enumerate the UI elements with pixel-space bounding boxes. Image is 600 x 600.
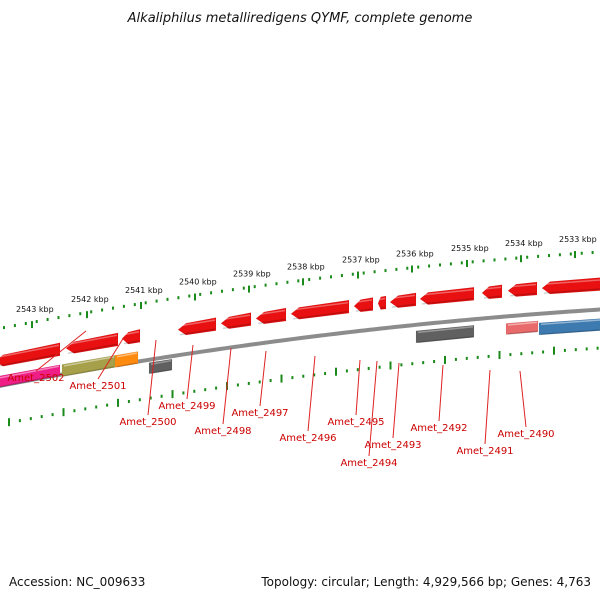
tick-label: 2539 kbp <box>233 270 271 279</box>
gene-label: Amet_2497 <box>231 408 288 419</box>
gene-arrow-forward-4 <box>177 317 217 336</box>
gene-arrow-forward-9 <box>377 295 387 310</box>
label-leader <box>307 355 316 432</box>
gene-label: Amet_2493 <box>364 440 421 451</box>
gene-label: Amet_2490 <box>497 429 554 440</box>
label-leader <box>368 360 378 457</box>
gene-block-olive <box>61 355 116 377</box>
gene-arrow-forward-5 <box>220 312 252 330</box>
gene-arrow-forward-1 <box>0 342 61 367</box>
accession-text: Accession: NC_009633 <box>9 575 145 589</box>
gene-block-orange <box>114 351 139 368</box>
gene-label: Amet_2499 <box>158 401 215 412</box>
label-leaders <box>35 330 527 457</box>
gene-label: Amet_2498 <box>194 426 251 437</box>
gene-label: Amet_2502 <box>7 373 64 384</box>
label-leader <box>35 330 87 372</box>
gene-arrow-forward-11 <box>419 286 475 305</box>
tick-label: 2536 kbp <box>396 250 434 259</box>
gene-label: Amet_2494 <box>340 458 397 469</box>
label-leader <box>259 350 267 407</box>
gene-label: Amet_2496 <box>279 433 336 444</box>
gene-arrow-forward-12 <box>481 284 503 300</box>
map-title: Alkaliphilus metalliredigens QYMF, compl… <box>127 11 473 26</box>
gene-arrow-forward-8 <box>353 297 374 313</box>
gene-features <box>0 277 600 388</box>
gene-label: Amet_2500 <box>119 417 176 428</box>
tick-label: 2535 kbp <box>451 244 489 253</box>
label-leader <box>186 344 194 400</box>
tick-label: 2540 kbp <box>179 277 217 286</box>
gene-arrow-forward-2 <box>65 332 119 354</box>
tick-label: 2543 kbp <box>16 305 54 314</box>
label-leader <box>97 336 125 380</box>
label-leader <box>484 369 491 445</box>
gene-label: Amet_2501 <box>69 381 126 392</box>
topology-text: Topology: circular; Length: 4,929,566 bp… <box>260 575 591 589</box>
gene-arrow-forward-6 <box>255 307 287 325</box>
gene-label: Amet_2492 <box>410 423 467 434</box>
label-leader <box>222 347 232 425</box>
tick-label: 2538 kbp <box>287 262 325 271</box>
label-leader <box>147 339 157 416</box>
gene-block-gray-1 <box>148 358 173 375</box>
tick-label: 2541 kbp <box>125 286 163 295</box>
gene-arrow-forward-10 <box>389 292 417 308</box>
gene-block-gray-2 <box>415 324 475 344</box>
tick-label: 2534 kbp <box>505 239 543 248</box>
gene-arrow-forward-14 <box>541 277 600 295</box>
gene-arrow-forward-3 <box>121 328 141 345</box>
label-leader <box>392 362 400 439</box>
gene-arrow-forward-13 <box>507 281 538 297</box>
gene-label: Amet_2491 <box>456 446 513 457</box>
label-leader <box>355 359 361 416</box>
gene-block-salmon <box>505 320 539 335</box>
tick-label: 2537 kbp <box>342 256 380 265</box>
tick-label: 2533 kbp <box>559 235 597 244</box>
label-leader <box>519 370 527 428</box>
gene-arrow-forward-7 <box>290 299 350 320</box>
scale-ticks: 2543 kbp 2542 kbp 2541 kbp 2540 kbp 2539 kbp… <box>3 235 599 427</box>
label-leader <box>438 364 444 422</box>
gene-label: Amet_2495 <box>327 417 384 428</box>
tick-label: 2542 kbp <box>71 295 109 304</box>
gene-labels: Amet_2502 Amet_2501 Amet_2500 Amet_2499 Amet… <box>7 373 554 469</box>
gene-block-blue <box>538 318 600 336</box>
